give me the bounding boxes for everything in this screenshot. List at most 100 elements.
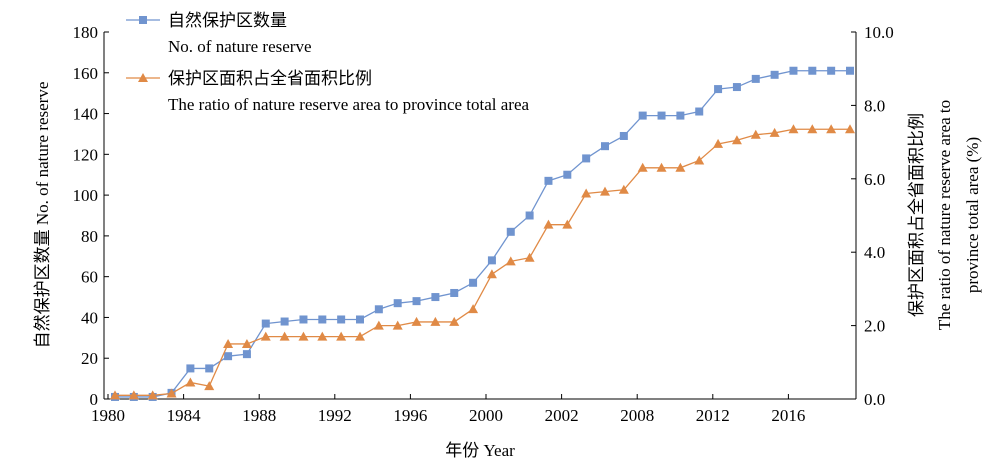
y-axis-left-title: 自然保护区数量 No. of nature reserve — [33, 82, 52, 349]
x-tick-label: 2012 — [696, 406, 730, 425]
x-tick-label: 2002 — [545, 406, 579, 425]
y-left-tick-label: 60 — [81, 268, 98, 287]
x-tick-label: 1984 — [167, 406, 202, 425]
data-point-square — [676, 111, 685, 120]
data-point-triangle — [486, 269, 497, 279]
data-point-square — [770, 70, 779, 79]
data-point-triangle — [618, 184, 629, 194]
data-point-triangle — [845, 124, 855, 134]
y-left-tick-label: 120 — [73, 145, 99, 164]
data-point-triangle — [600, 186, 610, 196]
data-point-triangle — [241, 338, 252, 348]
x-tick-label: 1996 — [393, 406, 427, 425]
data-point-square — [337, 315, 346, 324]
data-point-triangle — [656, 162, 667, 172]
data-point-square — [186, 364, 195, 373]
legend-label-reserves-en: No. of nature reserve — [168, 37, 312, 56]
y-right-tick-label: 4.0 — [864, 243, 885, 262]
data-point-triangle — [260, 331, 271, 341]
data-point-square — [582, 154, 591, 163]
x-tick-label: 1992 — [318, 406, 352, 425]
y-axis-right-title-line: The ratio of nature reserve area to — [935, 100, 954, 330]
data-point-square — [525, 211, 534, 220]
data-point-square — [808, 66, 817, 75]
data-point-triangle — [317, 331, 328, 341]
data-point-square — [469, 278, 478, 287]
y-left-tick-label: 160 — [73, 64, 99, 83]
data-point-square — [657, 111, 666, 120]
x-axis-title: 年份 Year — [445, 441, 515, 460]
legend-marker-square — [139, 16, 147, 24]
y-left-tick-label: 80 — [81, 227, 98, 246]
data-point-triangle — [694, 155, 705, 165]
data-point-square — [242, 350, 251, 359]
data-point-triangle — [411, 316, 422, 326]
x-tick-label: 1980 — [91, 406, 125, 425]
data-point-triangle — [185, 377, 196, 387]
data-point-square — [751, 74, 760, 83]
data-point-square — [450, 288, 459, 297]
data-point-triangle — [110, 390, 120, 400]
data-point-triangle — [392, 320, 403, 330]
data-point-triangle — [279, 331, 290, 341]
data-point-square — [487, 256, 496, 265]
y-right-tick-label: 0.0 — [864, 390, 885, 409]
y-left-tick-label: 0 — [90, 390, 99, 409]
data-point-square — [374, 305, 383, 314]
data-point-triangle — [713, 138, 724, 148]
data-point-triangle — [750, 129, 761, 139]
data-point-triangle — [543, 219, 554, 229]
data-point-square — [789, 66, 798, 75]
data-point-square — [506, 227, 515, 236]
data-point-triangle — [807, 124, 818, 134]
data-point-square — [261, 319, 270, 328]
data-point-square — [544, 176, 553, 185]
y-axis-right-title-line: province total area (%) — [963, 137, 982, 293]
data-point-square — [431, 293, 440, 302]
y-right-tick-label: 6.0 — [864, 170, 885, 189]
data-point-triangle — [449, 316, 460, 326]
data-point-square — [563, 170, 572, 179]
y-right-tick-label: 2.0 — [864, 317, 885, 336]
data-point-triangle — [147, 390, 158, 400]
series-line-1 — [115, 128, 850, 396]
data-point-triangle — [355, 331, 365, 341]
data-point-triangle — [562, 219, 573, 229]
data-point-triangle — [336, 331, 347, 341]
data-point-square — [827, 66, 836, 75]
x-tick-label: 2016 — [771, 406, 805, 425]
data-point-triangle — [430, 316, 441, 326]
data-point-triangle — [675, 162, 686, 172]
axis-labels: 年份 Year 自然保护区数量 No. of nature reserve 保护区面… — [33, 82, 982, 460]
data-point-triangle — [505, 256, 516, 266]
data-point-square — [356, 315, 364, 324]
series-layer — [110, 66, 855, 401]
data-point-triangle — [468, 304, 479, 314]
data-point-triangle — [166, 388, 177, 398]
data-point-square — [299, 315, 308, 324]
legend: 自然保护区数量 No. of nature reserve 保护区面积占全省面积比例… — [126, 11, 530, 114]
data-point-square — [280, 317, 289, 326]
y-left-tick-label: 180 — [73, 23, 99, 42]
data-point-triangle — [373, 320, 384, 330]
data-point-square — [412, 297, 421, 306]
y-right-tick-label: 10.0 — [864, 23, 894, 42]
x-tick-label: 2000 — [469, 406, 503, 425]
data-point-triangle — [637, 162, 648, 172]
data-point-square — [846, 66, 854, 75]
data-point-triangle — [223, 338, 234, 348]
data-point-square — [318, 315, 327, 324]
data-point-square — [619, 131, 628, 140]
data-point-square — [224, 352, 233, 361]
data-point-square — [205, 364, 214, 373]
data-point-triangle — [826, 124, 837, 134]
data-point-triangle — [524, 252, 535, 262]
axes: 0 20 40 60 80 100 120 140 160 180 0.0 2.0 4.0 6.0 8.0 1… — [73, 23, 894, 425]
y-left-tick-label: 100 — [73, 186, 99, 205]
y-axis-right-title-line: 保护区面积占全省面积比例 — [907, 113, 926, 317]
legend-marker-triangle — [138, 73, 148, 82]
data-point-square — [732, 83, 741, 92]
series-line-0 — [115, 70, 850, 398]
data-point-square — [393, 299, 402, 308]
